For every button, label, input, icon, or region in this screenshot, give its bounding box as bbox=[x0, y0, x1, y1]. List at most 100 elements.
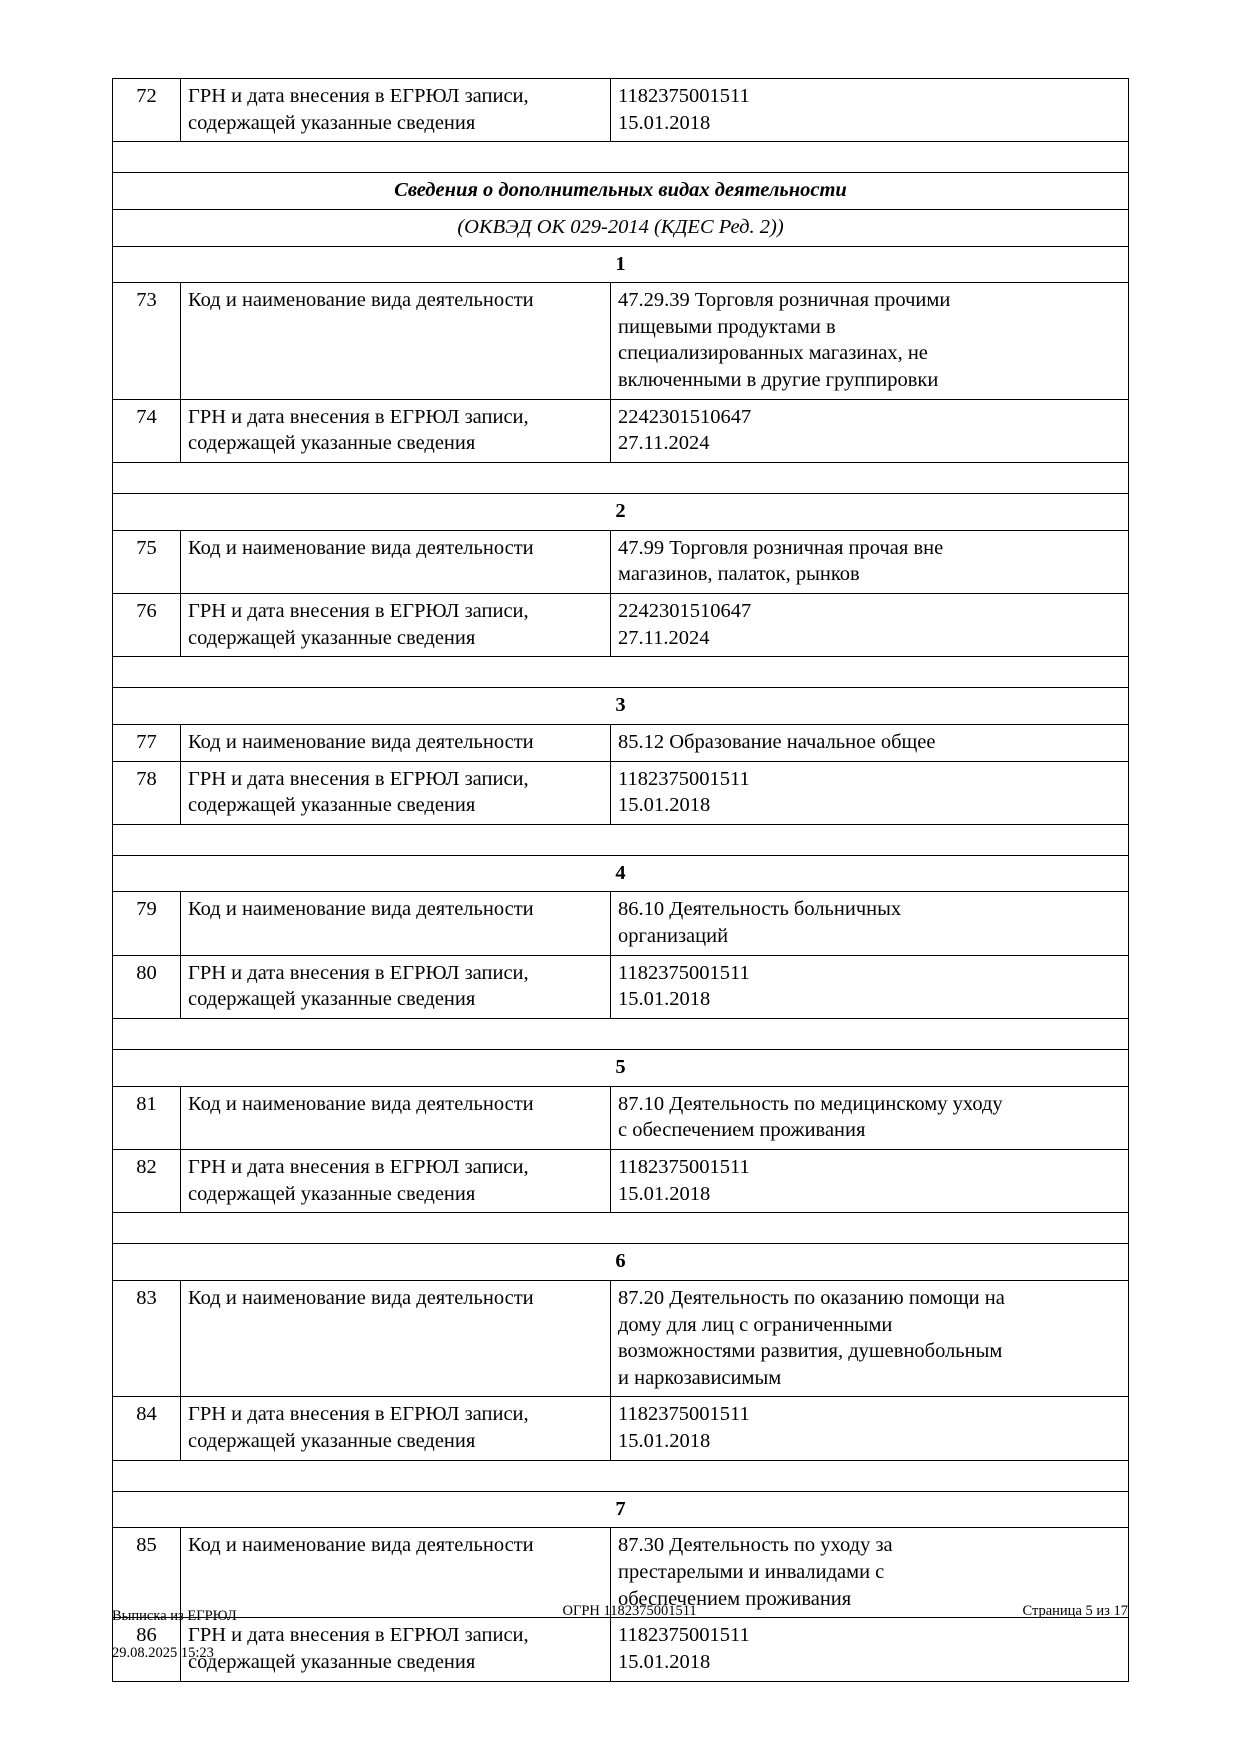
spacer-row bbox=[112, 1212, 1129, 1245]
group-index: 1 bbox=[112, 245, 1129, 284]
row-label: ГРН и дата внесения в ЕГРЮЛ записи, содер… bbox=[180, 398, 611, 464]
table-row: 81 Код и наименование вида деятельности 87… bbox=[112, 1085, 1129, 1150]
row-label: Код и наименование вида деятельности bbox=[180, 1279, 611, 1398]
row-value: 47.99 Торговля розничная прочая вне магаз… bbox=[610, 529, 1129, 594]
row-label: ГРН и дата внесения в ЕГРЮЛ записи, содер… bbox=[180, 760, 611, 825]
table-row: 75 Код и наименование вида деятельности 47… bbox=[112, 529, 1129, 594]
spacer-cell bbox=[112, 823, 1129, 856]
row-value: 87.30 Деятельность по уходу за престарелы… bbox=[610, 1527, 1129, 1619]
spacer-cell bbox=[112, 1212, 1129, 1245]
spacer-cell bbox=[112, 141, 1129, 174]
row-label: ГРН и дата внесения в ЕГРЮЛ записи, содер… bbox=[180, 1148, 611, 1214]
spacer-cell bbox=[112, 1018, 1129, 1051]
row-value: 1182375001511 15.01.2018 bbox=[610, 1617, 1129, 1682]
row-label: ГРН и дата внесения в ЕГРЮЛ записи, содер… bbox=[180, 592, 611, 658]
row-label: Код и наименование вида деятельности bbox=[180, 282, 611, 400]
group-index: 2 bbox=[112, 493, 1129, 531]
section-title: Сведения о дополнительных видах деятельн… bbox=[112, 172, 1129, 210]
row-number: 79 bbox=[112, 891, 181, 956]
row-value: 1182375001511 15.01.2018 bbox=[610, 77, 1129, 143]
row-number: 75 bbox=[112, 529, 181, 594]
table-row: 79 Код и наименование вида деятельности 86… bbox=[112, 891, 1129, 956]
spacer-row bbox=[112, 141, 1129, 174]
row-number: 74 bbox=[112, 398, 181, 464]
spacer-cell bbox=[112, 462, 1129, 495]
spacer-row bbox=[112, 1018, 1129, 1051]
row-number: 76 bbox=[112, 592, 181, 658]
row-value: 1182375001511 15.01.2018 bbox=[610, 1396, 1129, 1461]
footer-ogrn: ОГРН 1182375001511 bbox=[562, 1603, 697, 1620]
table-row: 83 Код и наименование вида деятельности 87… bbox=[112, 1279, 1129, 1398]
group-index-row: 1 bbox=[112, 245, 1129, 284]
group-index: 4 bbox=[112, 854, 1129, 893]
table-row: 77 Код и наименование вида деятельности 85… bbox=[112, 723, 1129, 762]
group-index-row: 5 bbox=[112, 1049, 1129, 1087]
row-number: 81 bbox=[112, 1085, 181, 1150]
section-title-row: Сведения о дополнительных видах деятельн… bbox=[112, 172, 1129, 210]
row-value: 1182375001511 15.01.2018 bbox=[610, 760, 1129, 825]
footer-page-number: Страница 5 из 17 bbox=[1022, 1603, 1128, 1620]
spacer-row bbox=[112, 462, 1129, 495]
row-label: ГРН и дата внесения в ЕГРЮЛ записи, содер… bbox=[180, 1396, 611, 1461]
spacer-cell bbox=[112, 656, 1129, 689]
row-label: Код и наименование вида деятельности bbox=[180, 723, 611, 762]
spacer-row bbox=[112, 1459, 1129, 1492]
row-label: ГРН и дата внесения в ЕГРЮЛ записи, содер… bbox=[180, 954, 611, 1020]
row-number: 82 bbox=[112, 1148, 181, 1214]
row-value: 2242301510647 27.11.2024 bbox=[610, 398, 1129, 464]
table-row: 80 ГРН и дата внесения в ЕГРЮЛ записи, сод… bbox=[112, 954, 1129, 1020]
row-number: 80 bbox=[112, 954, 181, 1020]
row-value: 86.10 Деятельность больничных организаций bbox=[610, 891, 1129, 956]
row-number: 72 bbox=[112, 77, 181, 143]
row-label: ГРН и дата внесения в ЕГРЮЛ записи, содер… bbox=[180, 77, 611, 143]
table-row: 85 Код и наименование вида деятельности 87… bbox=[112, 1527, 1129, 1619]
group-index-row: 3 bbox=[112, 687, 1129, 725]
section-subtitle-row: (ОКВЭД ОК 029-2014 (КДЕС Ред. 2)) bbox=[112, 208, 1129, 247]
row-number: 73 bbox=[112, 282, 181, 400]
egrul-details-table: 72 ГРН и дата внесения в ЕГРЮЛ записи, сод… bbox=[112, 77, 1129, 1682]
row-value: 47.29.39 Торговля розничная прочими пищев… bbox=[610, 282, 1129, 400]
table-row: 74 ГРН и дата внесения в ЕГРЮЛ записи, сод… bbox=[112, 398, 1129, 464]
table-row: 78 ГРН и дата внесения в ЕГРЮЛ записи, сод… bbox=[112, 760, 1129, 825]
row-label: Код и наименование вида деятельности bbox=[180, 1085, 611, 1150]
row-value: 87.10 Деятельность по медицинскому уходу… bbox=[610, 1085, 1129, 1150]
group-index: 5 bbox=[112, 1049, 1129, 1087]
row-value: 1182375001511 15.01.2018 bbox=[610, 1148, 1129, 1214]
row-label: Код и наименование вида деятельности bbox=[180, 891, 611, 956]
spacer-row bbox=[112, 656, 1129, 689]
row-number: 78 bbox=[112, 760, 181, 825]
row-value: 1182375001511 15.01.2018 bbox=[610, 954, 1129, 1020]
table-row: 76 ГРН и дата внесения в ЕГРЮЛ записи, сод… bbox=[112, 592, 1129, 658]
group-index-row: 6 bbox=[112, 1243, 1129, 1281]
row-label: Код и наименование вида деятельности bbox=[180, 529, 611, 594]
section-subtitle: (ОКВЭД ОК 029-2014 (КДЕС Ред. 2)) bbox=[112, 208, 1129, 247]
row-number: 84 bbox=[112, 1396, 181, 1461]
group-index-row: 4 bbox=[112, 854, 1129, 893]
table-row: 84 ГРН и дата внесения в ЕГРЮЛ записи, сод… bbox=[112, 1396, 1129, 1461]
table-row: 72 ГРН и дата внесения в ЕГРЮЛ записи, сод… bbox=[112, 77, 1129, 143]
group-index: 6 bbox=[112, 1243, 1129, 1281]
row-number: 77 bbox=[112, 723, 181, 762]
table-row: 82 ГРН и дата внесения в ЕГРЮЛ записи, сод… bbox=[112, 1148, 1129, 1214]
row-label: ГРН и дата внесения в ЕГРЮЛ записи, содер… bbox=[180, 1617, 611, 1682]
spacer-cell bbox=[112, 1459, 1129, 1492]
group-index: 7 bbox=[112, 1490, 1129, 1529]
spacer-row bbox=[112, 823, 1129, 856]
row-number: 85 bbox=[112, 1527, 181, 1619]
table-row: 86 ГРН и дата внесения в ЕГРЮЛ записи, сод… bbox=[112, 1617, 1129, 1682]
row-value: 87.20 Деятельность по оказанию помощи на… bbox=[610, 1279, 1129, 1398]
table-row: 73 Код и наименование вида деятельности 47… bbox=[112, 282, 1129, 400]
group-index: 3 bbox=[112, 687, 1129, 725]
group-index-row: 7 bbox=[112, 1490, 1129, 1529]
footer-document-type: Выписка из ЕГРЮЛ bbox=[112, 1607, 237, 1624]
group-index-row: 2 bbox=[112, 493, 1129, 531]
row-number: 83 bbox=[112, 1279, 181, 1398]
page-footer: Выписка из ЕГРЮЛ 29.08.2025 15:23 ОГРН 1… bbox=[112, 1588, 1128, 1681]
row-label: Код и наименование вида деятельности bbox=[180, 1527, 611, 1619]
table-body: 72 ГРН и дата внесения в ЕГРЮЛ записи, сод… bbox=[112, 77, 1129, 1682]
footer-timestamp: 29.08.2025 15:23 bbox=[112, 1644, 214, 1661]
row-value: 2242301510647 27.11.2024 bbox=[610, 592, 1129, 658]
footer-document-info: Выписка из ЕГРЮЛ 29.08.2025 15:23 bbox=[112, 1588, 237, 1681]
row-value: 85.12 Образование начальное общее bbox=[610, 723, 1129, 762]
